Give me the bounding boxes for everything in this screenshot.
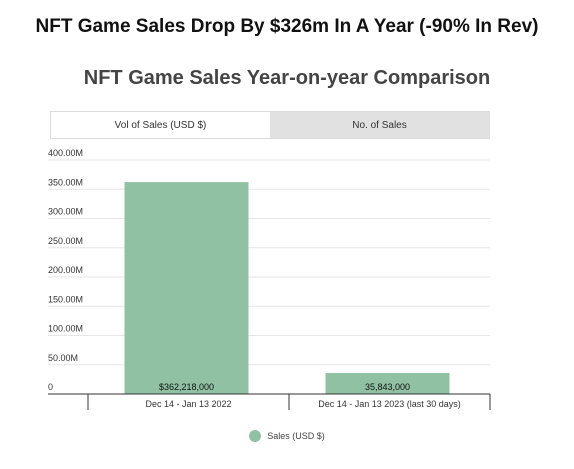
legend-label: Sales (USD $) [267, 431, 325, 441]
bar [124, 182, 249, 394]
chart-tabs: Vol of Sales (USD $) No. of Sales [50, 111, 490, 139]
x-axis: Dec 14 - Jan 13 2022 Dec 14 - Jan 13 2023… [48, 393, 491, 410]
y-tick-label: 150.00M [48, 294, 83, 304]
y-axis-ticks: 0 50.00M 100.00M 150.00M 200.00M 250.00M 300.0… [48, 148, 83, 392]
headline: NFT Game Sales Drop By $326m In A Year (… [35, 16, 539, 37]
bar [325, 373, 450, 394]
bars: $362,218,000 35,843,000 [124, 182, 450, 394]
legend-swatch [249, 430, 262, 442]
x-tick-label: Dec 14 - Jan 13 2022 [145, 399, 231, 409]
tab-no-of-sales[interactable]: No. of Sales [270, 112, 489, 138]
chart-title: NFT Game Sales Year-on-year Comparison [83, 67, 491, 89]
bar-data-label: $362,218,000 [159, 382, 214, 392]
tab-vol-of-sales[interactable]: Vol of Sales (USD $) [51, 112, 270, 138]
bar-chart: 0 50.00M 100.00M 150.00M 200.00M 250.00M 300.0… [48, 148, 491, 410]
y-tick-label: 300.00M [48, 207, 83, 217]
y-tick-label: 400.00M [48, 148, 83, 158]
y-tick-label: 0 [48, 382, 53, 392]
bar-data-label: 35,843,000 [365, 382, 410, 392]
y-tick-label: 200.00M [48, 265, 83, 275]
y-tick-label: 250.00M [48, 236, 83, 246]
y-tick-label: 100.00M [48, 324, 83, 334]
x-tick-label: Dec 14 - Jan 13 2023 (last 30 days) [318, 399, 461, 409]
legend: Sales (USD $) [0, 430, 574, 442]
y-tick-label: 350.00M [48, 177, 83, 187]
y-tick-label: 50.00M [48, 353, 78, 363]
grid-lines [48, 159, 490, 366]
